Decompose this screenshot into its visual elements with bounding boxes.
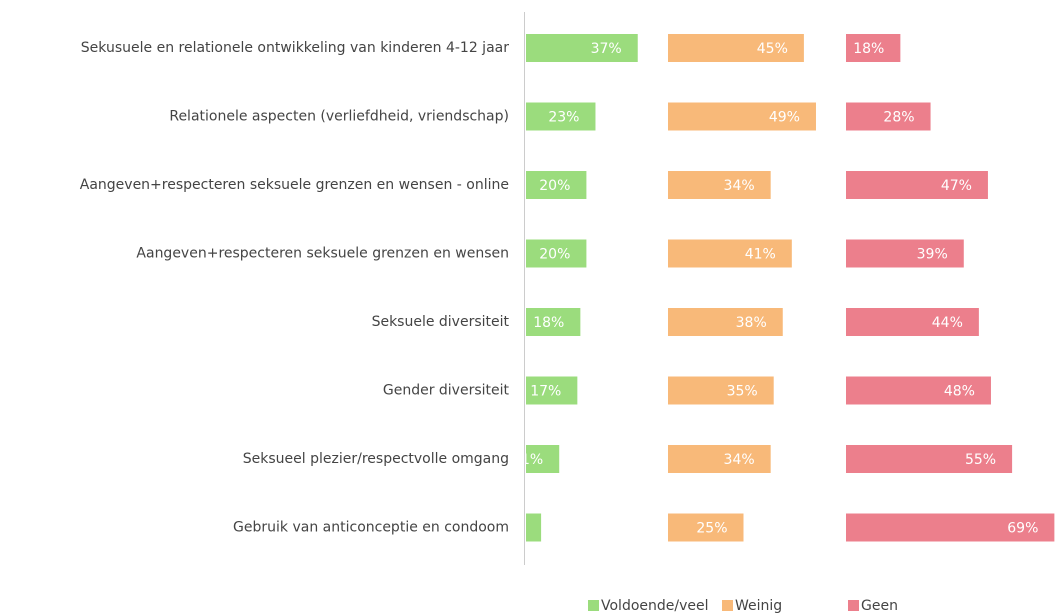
value-label: 23%	[548, 110, 579, 126]
value-label: 34%	[724, 178, 755, 194]
value-label: 48%	[944, 384, 975, 400]
bar	[526, 239, 587, 268]
bar	[526, 513, 542, 542]
value-label: 47%	[941, 178, 972, 194]
bar	[526, 34, 638, 62]
category-label: Aangeven+respecteren seksuele grenzen en…	[136, 246, 509, 262]
value-label: 17%	[530, 384, 561, 400]
category-label: Gebruik van anticonceptie en condoom	[233, 520, 509, 536]
bar	[846, 102, 931, 131]
value-label: 35%	[727, 384, 758, 400]
value-label: 44%	[932, 315, 963, 331]
value-label: 49%	[769, 110, 800, 126]
value-label: 28%	[883, 110, 914, 126]
legend-label: Geen	[861, 598, 898, 614]
value-label: 18%	[853, 41, 884, 57]
bar	[846, 34, 901, 62]
bar	[668, 34, 804, 62]
bar	[668, 445, 771, 473]
category-label: Seksuele diversiteit	[372, 314, 510, 330]
legend-label: Voldoende/veel	[601, 598, 709, 614]
panel: 45% 49% 34% 41% 38% 35% 34% 25%	[668, 34, 816, 542]
value-label: 34%	[724, 452, 755, 468]
value-label: 20%	[539, 247, 570, 263]
bar	[846, 376, 991, 405]
bar	[846, 171, 988, 199]
panel: 18% 28% 47% 39% 44% 48% 55% 69%	[846, 34, 1055, 542]
category-label: Sekusuele en relationele ontwikkeling va…	[81, 40, 509, 56]
bar	[846, 513, 1055, 542]
bar	[668, 171, 771, 199]
category-label: Seksueel plezier/respectvolle omgang	[243, 451, 509, 467]
value-label: 39%	[917, 247, 948, 263]
panel: 37% 23% 20% 20% 18% 17% 11%	[512, 34, 638, 542]
value-label: 38%	[736, 315, 767, 331]
bar	[526, 102, 596, 131]
category-label: Gender diversiteit	[383, 383, 510, 399]
value-label: 20%	[539, 178, 570, 194]
category-label: Aangeven+respecteren seksuele grenzen en…	[80, 177, 509, 193]
legend-label: Weinig	[735, 598, 782, 614]
value-label: 25%	[696, 521, 727, 537]
value-label: 69%	[1007, 521, 1038, 537]
bar	[526, 308, 581, 336]
value-label: 45%	[757, 41, 788, 57]
legend-swatch	[722, 600, 733, 611]
bar	[526, 445, 560, 473]
value-label: 11%	[512, 452, 543, 468]
bar	[846, 308, 979, 336]
value-label: 37%	[591, 41, 622, 57]
bar	[526, 376, 578, 405]
bar	[846, 445, 1013, 473]
legend-swatch	[848, 600, 859, 611]
legend-swatch	[588, 600, 599, 611]
value-label: 41%	[745, 247, 776, 263]
bar	[668, 102, 816, 131]
category-label: Relationele aspecten (verliefdheid, vrie…	[169, 109, 509, 125]
bar	[668, 308, 783, 336]
bar	[526, 171, 587, 199]
bar	[668, 513, 744, 542]
bar	[668, 376, 774, 405]
value-label: 18%	[533, 315, 564, 331]
bar	[846, 239, 964, 268]
value-label: 55%	[965, 452, 996, 468]
bar	[668, 239, 792, 268]
